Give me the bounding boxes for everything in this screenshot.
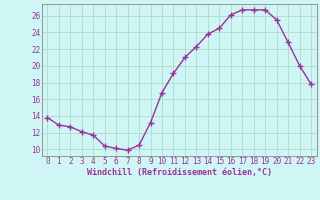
X-axis label: Windchill (Refroidissement éolien,°C): Windchill (Refroidissement éolien,°C) — [87, 168, 272, 177]
